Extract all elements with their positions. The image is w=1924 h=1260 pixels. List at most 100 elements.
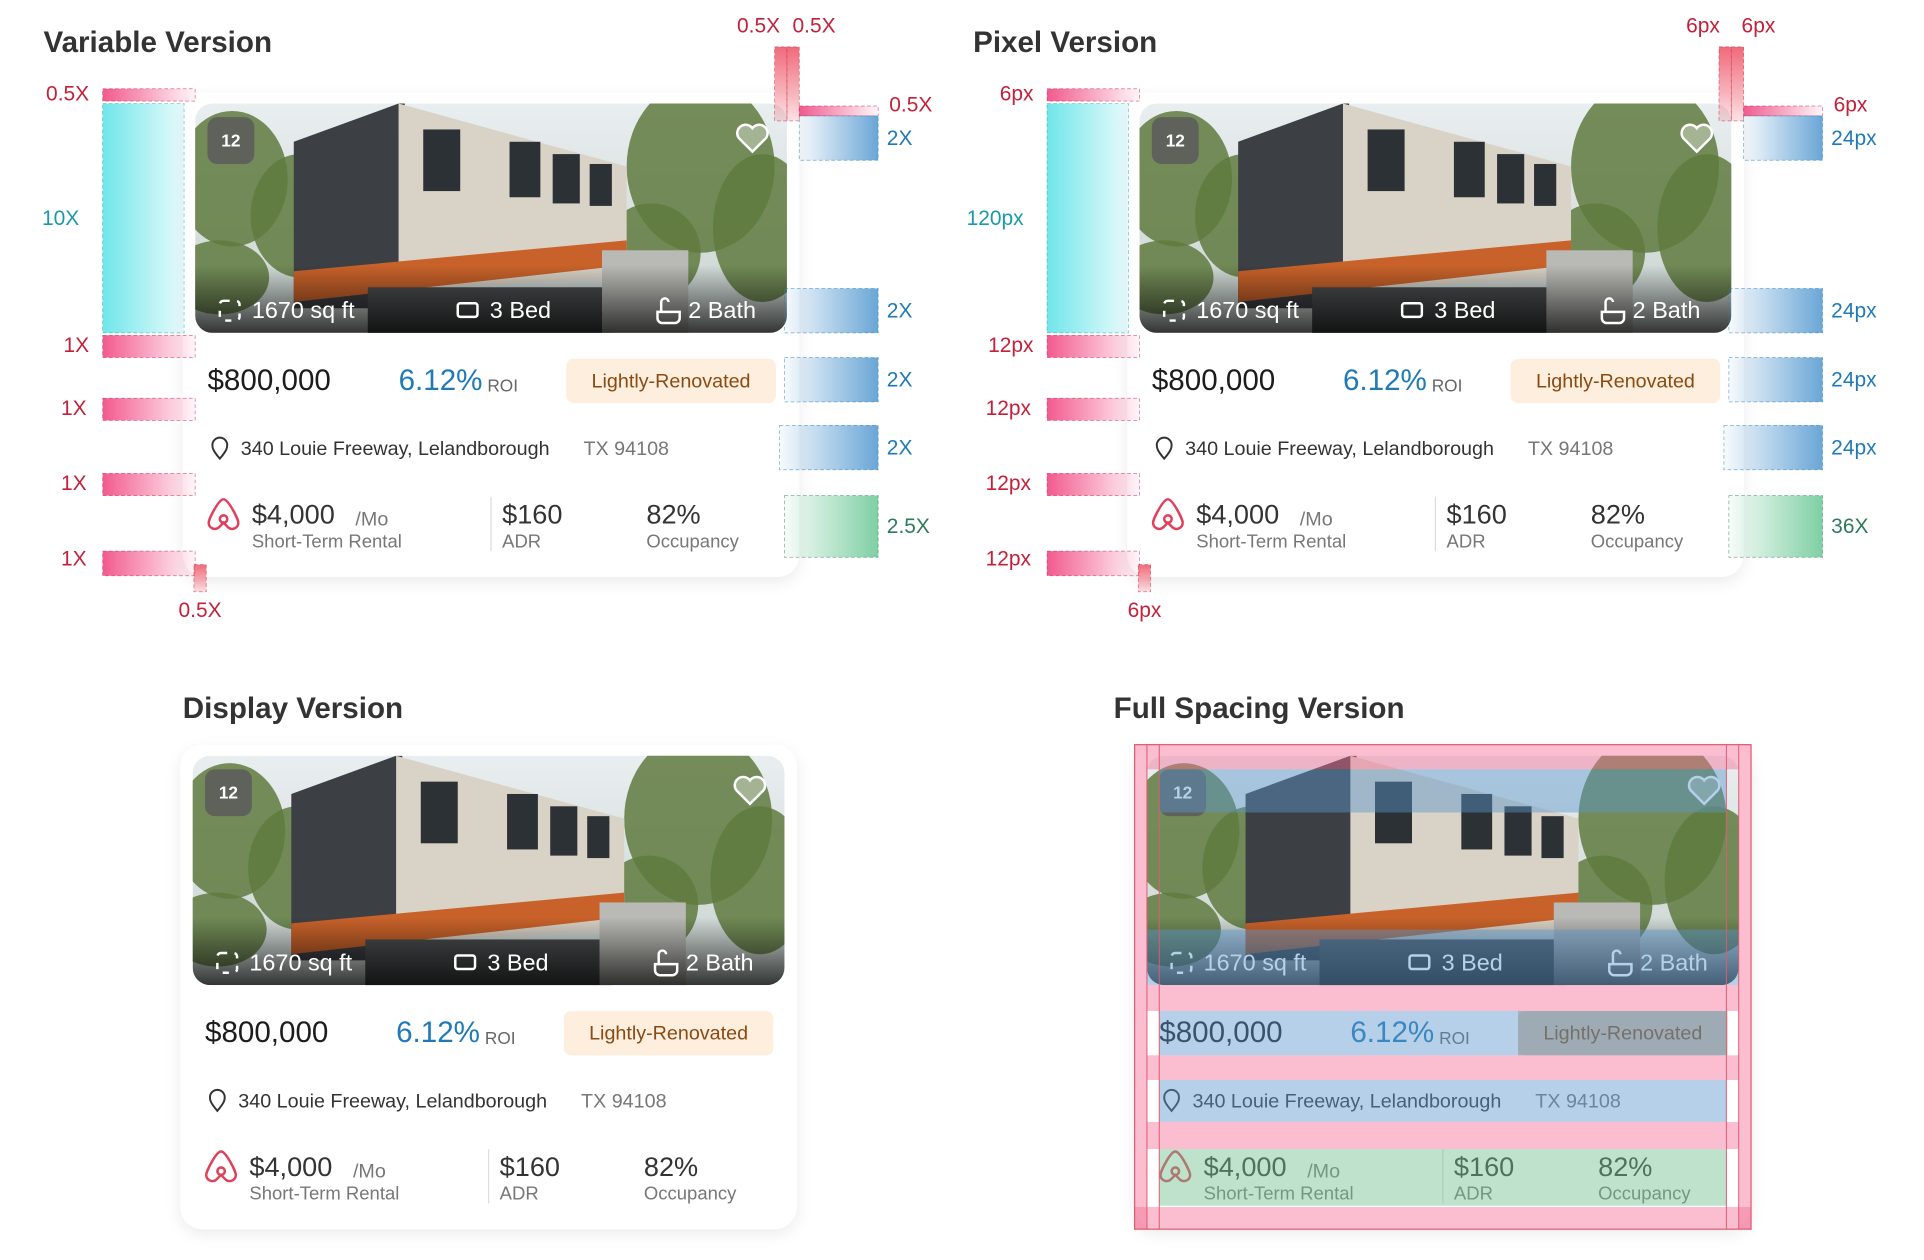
address: 340 Louie Freeway, Lelandborough [238,1090,547,1112]
adr: $160 [1447,499,1507,530]
spacing-bar [779,424,879,471]
spacing-bar [1743,105,1823,117]
area-icon [1162,299,1186,322]
window [1367,129,1405,192]
photo [195,103,787,333]
badge [205,769,252,817]
spacing-overlay [1133,744,1752,1230]
bed-icon [454,954,477,971]
spacing-bar [1730,46,1745,122]
spacing-label: 1X [63,334,89,357]
badge-text: 12 [1173,783,1192,803]
tag: Lightly-Renovated [1543,1023,1702,1045]
shade [1146,917,1739,986]
window [552,154,580,204]
tag-bg [1518,1010,1728,1056]
spacing-bar [784,288,879,334]
spacing-block [1134,1206,1752,1230]
airbnb-icon [1159,1150,1192,1183]
adr-label: ADR [502,530,541,551]
spacing-bar [784,357,879,403]
roi-label: ROI [1439,1028,1470,1048]
roi: 6.12% [1350,1016,1434,1049]
rent-unit: /Mo [355,508,388,530]
window [1504,806,1532,856]
panel-title: Display Version [183,692,403,725]
window [550,806,578,856]
spacing-label: 0.5X [737,15,780,38]
pin-icon [211,436,229,461]
rent-unit: /Mo [1300,508,1333,530]
spacing-bar [102,103,185,334]
zip: TX 94108 [584,438,670,460]
heart-icon [1687,775,1721,806]
spacing-bar [798,105,879,117]
window [423,129,461,192]
window [507,793,538,850]
rent-label: Short-Term Rental [1196,530,1346,551]
spacing-label: 2X [887,368,913,391]
spacing-bar [784,495,879,558]
rent-unit: /Mo [1307,1161,1340,1183]
spacing-bar [1137,564,1151,593]
zip: TX 94108 [1535,1090,1621,1112]
panel-title: Variable Version [44,26,273,59]
area-icon [1170,951,1193,974]
airbnb-icon [207,498,240,531]
roi: 6.12% [1343,364,1427,397]
spacing-label: 0.5X [793,15,836,38]
baths: 2 Bath [1633,297,1701,323]
tree [712,154,787,303]
property-card: 12 1670 sq ft 3 Bed 2 Bath $800,000 6.12%ROI L… [182,92,800,577]
price: $800,000 [1152,364,1275,397]
tag-bg [1510,358,1721,404]
address: 340 Louie Freeway, Lelandborough [1185,438,1494,460]
occupancy: 82% [1591,499,1645,530]
rent: $4,000 [252,499,335,530]
window [1453,141,1485,198]
window [1497,154,1525,204]
beds: 3 Bed [1442,949,1503,975]
panel-title: Full Spacing Version [1114,692,1405,725]
occupancy: 82% [646,499,700,530]
baths: 2 Bath [1640,949,1708,975]
spacing-label: 120px [967,207,1025,230]
spacing-block [1146,756,1739,770]
price: $800,000 [207,364,330,397]
spacing-bar [1046,550,1140,577]
address: 340 Louie Freeway, Lelandborough [241,438,550,460]
spacing-bar [1728,288,1823,334]
area: 1670 sq ft [1204,949,1307,975]
spacing-bar [1743,115,1823,161]
spacing-label: 24px [1831,127,1877,150]
bath-icon [1608,949,1633,977]
price: $800,000 [205,1016,328,1049]
spacing-label: 36X [1831,515,1868,538]
spacing-label: 12px [986,472,1032,495]
spacing-block [1146,1121,1739,1150]
property-card: 12 1670 sq ft 3 Bed 2 Bath $800,000 6.12%ROI L… [1127,92,1744,577]
spacing-bar [102,473,196,496]
window [1541,816,1564,859]
window [1461,793,1493,850]
pin-icon [1155,436,1173,461]
zip: TX 94108 [581,1090,667,1112]
photo [1146,755,1739,986]
badge [1151,117,1199,164]
spacing-bar [798,115,879,161]
spacing-bar [1728,357,1823,403]
spacing-label: 24px [1831,299,1877,322]
tree [1657,154,1732,303]
spacing-bar [1718,46,1732,122]
spacing-label: 10X [42,207,79,230]
spacing-label: 2X [887,299,913,322]
spacing-block [1159,1010,1727,1056]
spacing-block [1159,769,1727,813]
spacing-label: 1X [61,547,87,570]
spacing-block [1159,1149,1727,1206]
area: 1670 sq ft [249,949,352,975]
spacing-bar [102,88,196,102]
spacing-block [1134,756,1147,1230]
area: 1670 sq ft [252,297,355,323]
